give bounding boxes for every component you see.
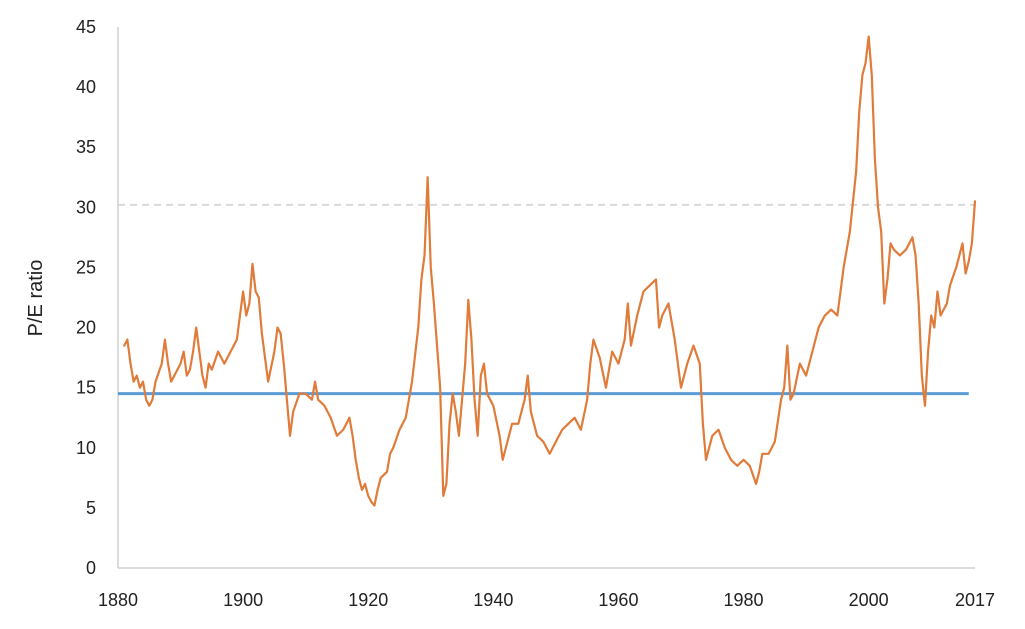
x-tick-label-1920: 1920 [348, 590, 388, 610]
axes-layer [117, 27, 975, 569]
x-tick-label-1940: 1940 [473, 590, 513, 610]
y-tick-label-0: 0 [86, 558, 96, 578]
y-axis-title: P/E ratio [25, 260, 47, 337]
y-tick-label-15: 15 [76, 378, 96, 398]
x-tick-label-1980: 1980 [724, 590, 764, 610]
reference-lines-layer [118, 203, 975, 396]
y-tick-label-45: 45 [76, 17, 96, 37]
x-tick-label-1960: 1960 [598, 590, 638, 610]
pe-ratio-series-line [123, 35, 977, 507]
x-tick-label-1880: 1880 [98, 590, 138, 610]
x-tick-label-2000: 2000 [849, 590, 889, 610]
x-tick-label-1900: 1900 [223, 590, 263, 610]
y-tick-label-30: 30 [76, 197, 96, 217]
x-tick-label-2017: 2017 [955, 590, 995, 610]
y-tick-label-10: 10 [76, 438, 96, 458]
labels-layer: 0 5 10 15 20 25 30 35 40 45 1880 1900 1920 1940 1960 19… [76, 17, 995, 610]
series-layer [123, 35, 977, 507]
y-tick-label-35: 35 [76, 137, 96, 157]
y-tick-label-5: 5 [86, 498, 96, 518]
y-tick-label-25: 25 [76, 257, 96, 277]
y-tick-label-20: 20 [76, 318, 96, 338]
y-tick-label-40: 40 [76, 77, 96, 97]
